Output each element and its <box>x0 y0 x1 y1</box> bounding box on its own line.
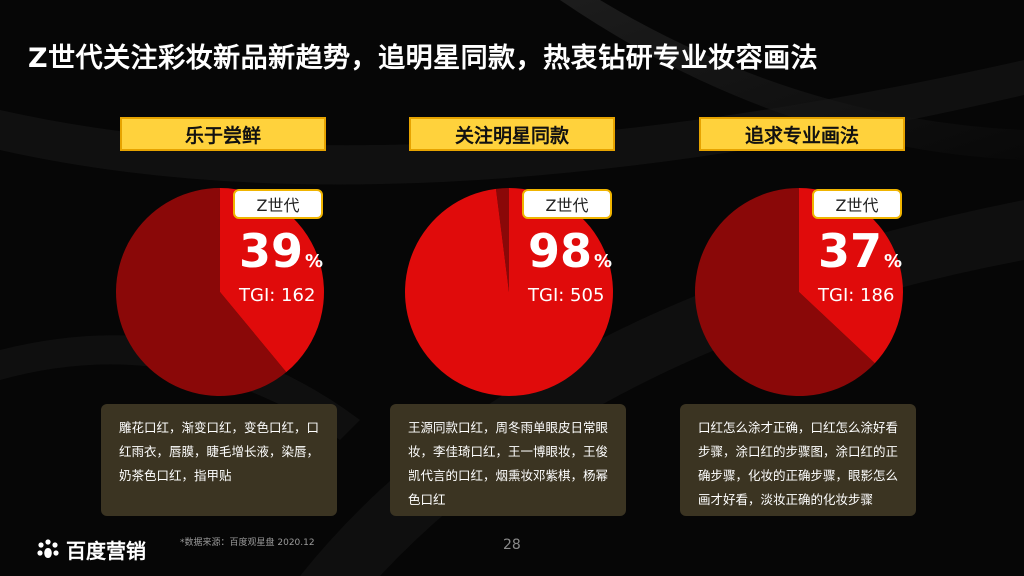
keyword-description: 雕花口红，渐变口红，变色口红，口红雨衣，唇膜，睫毛增长液，染唇，奶茶色口红，指甲… <box>101 404 337 516</box>
pie-slice-value <box>220 188 324 373</box>
pie-slice-rest <box>116 188 287 396</box>
pie-chart <box>405 188 613 396</box>
tgi-value: TGI: 505 <box>528 285 605 306</box>
chart-panel-3: 追求专业画法 Z世代 37% TGI: 186 口红怎么涂才正确，口红怎么涂好看… <box>652 0 952 576</box>
pie-slice-value <box>405 188 613 396</box>
segment-tag: Z世代 <box>522 189 612 219</box>
percentage-value: 39% <box>239 224 323 289</box>
keyword-description: 王源同款口红，周冬雨单眼皮日常眼妆，李佳琦口红，王一博眼妆，王俊凯代言的口红，烟… <box>390 404 626 516</box>
chart-title: 追求专业画法 <box>744 124 859 147</box>
chart-panel-2: 关注明星同款 Z世代 98% TGI: 505 王源同款口红，周冬雨单眼皮日常眼… <box>362 0 662 576</box>
logo-text: 百度营销 <box>66 539 146 563</box>
percentage-number: 37 <box>818 224 883 278</box>
pie-slice-rest <box>695 188 875 396</box>
pie-slice-value <box>799 188 903 364</box>
percentage-unit: % <box>305 251 324 272</box>
chart-panel-1: 乐于尝鲜 Z世代 39% TGI: 162 雕花口红，渐变口红，变色口红，口红雨… <box>73 0 373 576</box>
chart-title: 乐于尝鲜 <box>184 124 261 147</box>
percentage-value: 98% <box>528 224 612 289</box>
chart-title-box: 关注明星同款 <box>409 117 615 151</box>
pie-chart <box>116 188 324 396</box>
data-source: *数据来源：百度观星盘 2020.12 <box>180 538 315 548</box>
pie-slice-rest <box>495 188 509 292</box>
baidu-marketing-logo: 百度营销 <box>36 535 146 564</box>
chart-title-box: 追求专业画法 <box>699 117 905 151</box>
tgi-value: TGI: 186 <box>818 285 895 306</box>
tgi-value: TGI: 162 <box>239 285 316 306</box>
percentage-number: 39 <box>239 224 304 278</box>
percentage-unit: % <box>594 251 613 272</box>
page-number: 28 <box>503 537 521 553</box>
paw-icon <box>37 538 59 558</box>
chart-title-box: 乐于尝鲜 <box>120 117 326 151</box>
segment-tag: Z世代 <box>812 189 902 219</box>
percentage-value: 37% <box>818 224 902 289</box>
chart-title: 关注明星同款 <box>454 124 569 147</box>
percentage-unit: % <box>884 251 903 272</box>
pie-chart <box>695 188 903 396</box>
percentage-number: 98 <box>528 224 593 278</box>
keyword-description: 口红怎么涂才正确，口红怎么涂好看步骤，涂口红的步骤图，涂口红的正确步骤，化妆的正… <box>680 404 916 516</box>
segment-tag: Z世代 <box>233 189 323 219</box>
page-title: Z世代关注彩妆新品新趋势，追明星同款，热衷钻研专业妆容画法 <box>28 43 819 74</box>
